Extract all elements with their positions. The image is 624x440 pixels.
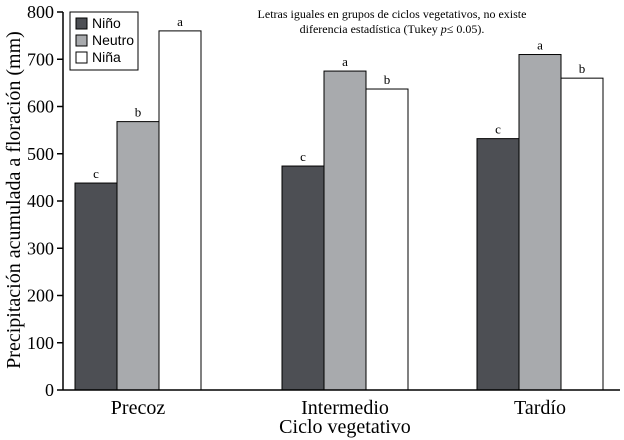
- x-tick-label: Tardío: [514, 397, 566, 419]
- legend-swatch-niño: [75, 17, 88, 30]
- significance-letter: c: [93, 166, 99, 181]
- legend-label: Niña: [92, 49, 121, 65]
- x-axis-title: Ciclo vegetativo: [279, 416, 411, 438]
- bar-niña-2: [365, 88, 409, 391]
- significance-letter: c: [300, 149, 306, 164]
- bar-niña-1: [158, 30, 202, 391]
- x-tick-label: Intermedio: [301, 397, 389, 419]
- bar-niño-2: [281, 165, 325, 391]
- y-tick-label: 0: [45, 380, 54, 400]
- legend-swatch-neutro: [75, 34, 88, 47]
- legend-label: Neutro: [92, 32, 134, 48]
- significance-letter: a: [537, 38, 543, 53]
- chart-axes: Precoz Intermedio Tardío 0 100 200 300 400 500 60…: [27, 2, 620, 419]
- significance-letter: a: [177, 14, 183, 29]
- y-tick-label: 700: [27, 49, 54, 69]
- y-tick-label: 300: [27, 238, 54, 258]
- bar-niño-1: [74, 182, 118, 391]
- bar-neutro-1: [116, 121, 160, 391]
- y-tick-label: 100: [27, 333, 54, 353]
- y-tick-label: 600: [27, 97, 54, 117]
- bar-niña-3: [560, 77, 604, 391]
- bar-niño-3: [476, 138, 520, 391]
- significance-letter: a: [342, 54, 348, 69]
- x-tick-label: Precoz: [111, 397, 166, 419]
- y-tick-label: 200: [27, 286, 54, 306]
- y-tick-label: 800: [27, 2, 54, 22]
- y-tick-label: 500: [27, 144, 54, 164]
- bar-neutro-3: [518, 54, 562, 391]
- legend-label: Niño: [92, 15, 121, 31]
- significance-letter: b: [135, 105, 142, 120]
- significance-letter: b: [579, 61, 586, 76]
- y-tick-label: 400: [27, 191, 54, 211]
- significance-note-line-1: Letras iguales en grupos de ciclos veget…: [258, 7, 527, 21]
- legend-swatch-niña: [75, 51, 88, 64]
- significance-letter: c: [495, 122, 501, 137]
- significance-letter: b: [384, 72, 391, 87]
- y-axis-title: Precipitación acumulada a floración (mm): [3, 31, 25, 369]
- significance-note-line-2: diferencia estadística (Tukey p≤ 0.05).: [300, 22, 485, 36]
- bar-neutro-2: [323, 70, 367, 391]
- chart-bars: c b a c a b c a b: [74, 14, 604, 391]
